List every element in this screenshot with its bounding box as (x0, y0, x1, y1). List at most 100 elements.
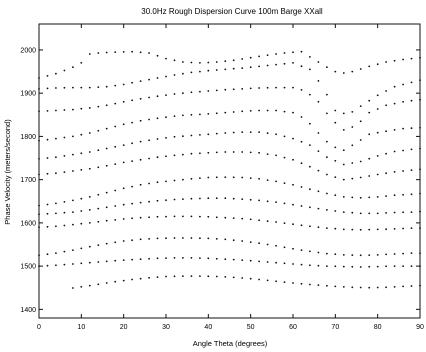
data-point (258, 260, 260, 263)
data-point (385, 253, 387, 256)
data-point (72, 211, 74, 214)
data-point (182, 257, 184, 259)
data-point (38, 265, 40, 267)
data-point (342, 149, 345, 152)
x-tick-label: 10 (77, 324, 85, 331)
data-point (393, 194, 396, 197)
data-point (283, 202, 286, 205)
data-point (410, 169, 413, 172)
data-point (232, 111, 235, 113)
data-point (359, 68, 362, 70)
data-point (199, 275, 201, 277)
data-point (46, 157, 49, 159)
data-point (173, 93, 176, 95)
y-tick-label: 1700 (20, 177, 36, 184)
data-point (258, 87, 260, 89)
data-point (368, 228, 371, 231)
data-point (309, 283, 311, 286)
data-point (224, 216, 227, 219)
x-tick-label: 40 (204, 324, 212, 331)
data-point (173, 154, 176, 157)
data-point (241, 240, 244, 242)
data-point (156, 54, 159, 57)
data-point (207, 90, 210, 92)
data-point (148, 216, 151, 219)
data-point (258, 55, 260, 58)
data-point (283, 182, 286, 185)
data-point (122, 161, 125, 164)
data-point (393, 102, 396, 105)
data-point (258, 199, 260, 202)
data-point (241, 58, 244, 60)
data-point (46, 138, 49, 141)
data-point (139, 216, 142, 219)
data-point (148, 78, 151, 81)
data-point (55, 156, 57, 159)
data-point (55, 252, 57, 255)
data-point (249, 131, 252, 134)
data-point (38, 173, 40, 176)
data-point (105, 85, 108, 88)
data-point (283, 156, 286, 159)
data-point (97, 149, 100, 152)
data-point (97, 261, 100, 263)
data-point (232, 176, 235, 179)
data-point (165, 94, 167, 96)
data-point (385, 130, 387, 133)
data-point (376, 94, 379, 97)
data-point (97, 244, 100, 247)
data-point (182, 215, 184, 218)
data-point (317, 190, 320, 193)
data-point (402, 193, 404, 196)
data-point (97, 207, 100, 210)
data-point (139, 80, 142, 82)
data-point (105, 104, 108, 107)
data-point (385, 228, 387, 231)
data-point (402, 149, 404, 152)
data-point (393, 253, 396, 255)
data-point (72, 199, 74, 202)
data-point (55, 225, 57, 228)
data-point (80, 133, 83, 136)
data-point (55, 172, 57, 175)
data-point (419, 284, 421, 287)
data-point (114, 163, 117, 166)
data-point (410, 99, 413, 102)
data-point (224, 132, 227, 134)
data-point (105, 242, 108, 245)
data-point (326, 93, 328, 96)
data-point (63, 86, 66, 89)
data-point (334, 210, 337, 212)
data-point (38, 213, 40, 216)
data-point (224, 60, 227, 63)
data-point (38, 139, 40, 142)
data-point (419, 210, 421, 213)
data-point (114, 84, 117, 87)
data-point (326, 156, 328, 159)
data-point (368, 175, 371, 177)
data-point (249, 277, 252, 280)
data-point (215, 275, 218, 278)
data-point (114, 280, 117, 283)
data-point (292, 203, 294, 206)
data-point (156, 95, 159, 98)
data-point (283, 52, 286, 54)
data-point (72, 135, 74, 138)
data-point (393, 211, 396, 214)
data-point (80, 152, 83, 155)
data-point (97, 283, 100, 286)
data-point (139, 183, 142, 186)
data-point (292, 223, 294, 226)
data-point (275, 244, 277, 247)
data-point (300, 65, 303, 68)
data-point (80, 286, 83, 288)
data-point (97, 193, 100, 196)
data-point (334, 159, 337, 162)
x-tick-label: 0 (37, 324, 41, 331)
x-tick-label: 20 (120, 324, 128, 331)
x-axis-label: Angle Theta (degrees) (193, 339, 268, 348)
data-point (326, 173, 328, 176)
data-point (393, 150, 396, 153)
data-point (215, 61, 218, 63)
